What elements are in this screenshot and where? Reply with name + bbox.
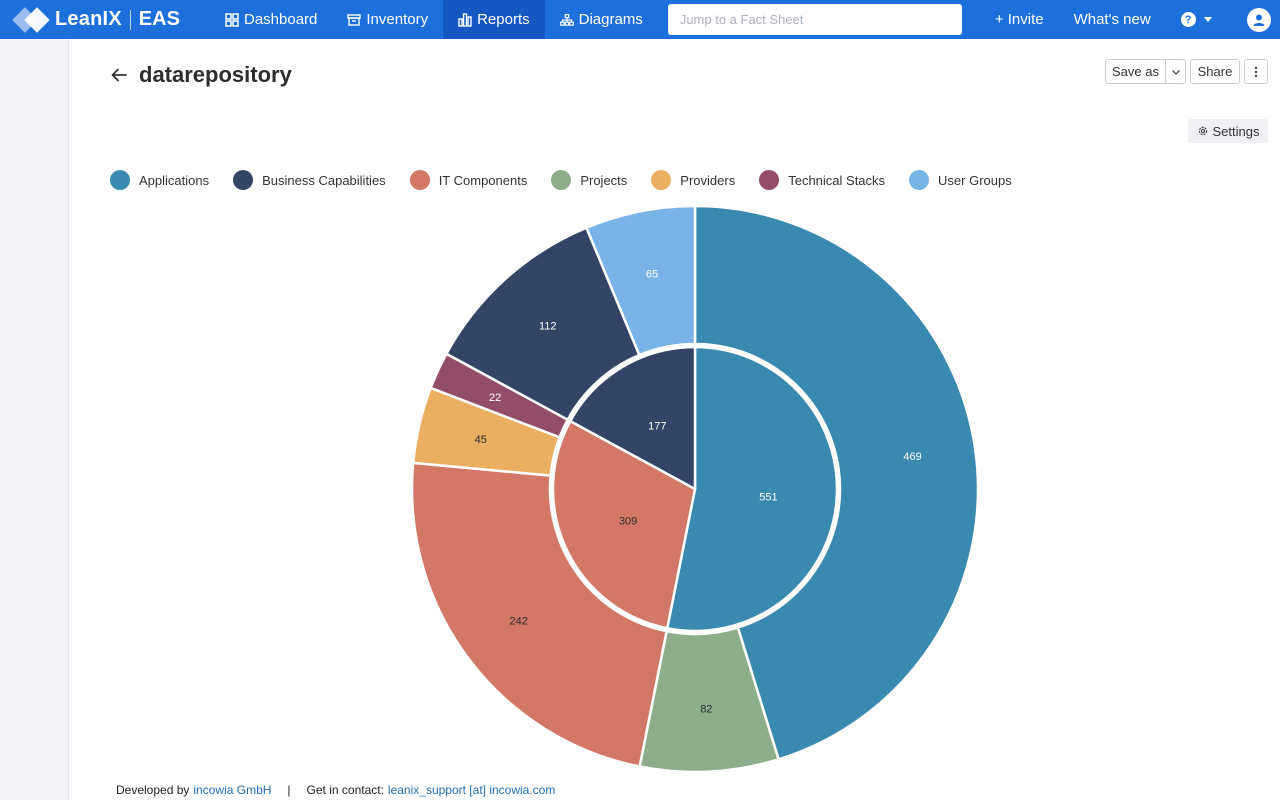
legend-label: User Groups <box>938 172 1012 188</box>
legend-label: Business Capabilities <box>262 172 386 188</box>
header-actions: + Invite What's new ? <box>980 0 1271 39</box>
user-icon <box>1253 14 1265 26</box>
nav-reports-label: Reports <box>477 11 530 28</box>
inner-slice-label: 551 <box>759 491 777 503</box>
outer-slice[interactable] <box>410 461 668 768</box>
nav-inventory-label: Inventory <box>366 11 429 28</box>
legend-label: Applications <box>139 172 210 188</box>
back-arrow-icon[interactable] <box>109 65 129 85</box>
legend-swatch <box>110 170 130 190</box>
left-sidebar <box>0 39 69 800</box>
sitemap-icon <box>559 13 574 26</box>
outer-slice-label: 45 <box>475 434 487 446</box>
fact-sheet-search[interactable] <box>667 4 962 35</box>
legend-item[interactable]: Technical Stacks <box>759 170 885 190</box>
search-input[interactable] <box>679 12 950 27</box>
help-icon: ? <box>1180 12 1196 27</box>
bar-chart-icon <box>458 12 472 27</box>
outer-slice-label: 82 <box>700 704 712 716</box>
sunburst-chart: 469 82 242 45 22 112 65 551 309 177 <box>410 204 980 774</box>
footer-contact-label: Get in contact: <box>306 783 384 797</box>
legend-label: IT Components <box>438 172 528 188</box>
save-as-dropdown[interactable] <box>1165 59 1186 84</box>
inner-slice[interactable] <box>665 345 839 633</box>
footer-separator: | <box>287 783 291 797</box>
page-title: datarepository <box>139 62 292 87</box>
settings-button[interactable]: Settings <box>1188 119 1268 143</box>
leanix-logo-icon <box>12 6 52 34</box>
legend-item[interactable]: Business Capabilities <box>233 170 386 190</box>
footer: Developed by incowia GmbH | Get in conta… <box>116 783 555 797</box>
outer-slice-label: 65 <box>646 268 658 280</box>
legend-label: Projects <box>580 172 628 188</box>
share-button[interactable]: Share <box>1190 59 1240 84</box>
footer-developed-by: Developed by <box>116 783 190 797</box>
legend-item[interactable]: Providers <box>651 170 735 190</box>
chevron-down-icon <box>1203 17 1212 22</box>
legend-label: Providers <box>680 172 736 188</box>
nav-diagrams-label: Diagrams <box>578 11 643 28</box>
outer-slice-label: 469 <box>903 451 921 463</box>
whats-new-link[interactable]: What's new <box>1073 11 1151 28</box>
settings-label: Settings <box>1212 123 1260 139</box>
main-nav: Dashboard Inventory Reports Diagrams <box>210 0 658 39</box>
chevron-down-icon <box>1171 69 1180 75</box>
legend-item[interactable]: User Groups <box>909 170 1012 190</box>
brand[interactable]: LeanIX EAS <box>0 0 210 39</box>
footer-company-link[interactable]: incowia GmbH <box>193 783 272 797</box>
outer-slice[interactable] <box>585 204 697 357</box>
legend-swatch <box>909 170 930 190</box>
outer-slice[interactable] <box>693 204 980 761</box>
footer-email-link[interactable]: leanix_support [at] incowia.com <box>387 783 556 797</box>
help-menu[interactable]: ? <box>1166 0 1227 39</box>
outer-slice-label: 112 <box>539 321 557 333</box>
brand-name: LeanIX <box>55 8 122 30</box>
save-as-button[interactable]: Save as <box>1105 59 1166 84</box>
more-options-button[interactable] <box>1244 59 1268 84</box>
report-main: datarepository Save as Share Settings Ap… <box>70 39 1280 800</box>
legend-swatch <box>651 170 672 190</box>
outer-slice-label: 22 <box>489 392 501 404</box>
nav-dashboard-label: Dashboard <box>244 11 318 28</box>
gear-icon <box>1198 126 1207 136</box>
legend-swatch <box>551 170 572 190</box>
chart-legend: Applications Business Capabilities IT Comp… <box>110 170 1036 190</box>
user-avatar[interactable] <box>1246 7 1271 32</box>
brand-divider <box>129 9 131 30</box>
brand-product: EAS <box>138 8 180 30</box>
legend-item[interactable]: Projects <box>551 170 627 190</box>
legend-label: Technical Stacks <box>788 172 886 188</box>
nav-reports[interactable]: Reports <box>443 0 545 39</box>
inner-slice[interactable] <box>551 419 697 630</box>
legend-swatch <box>409 170 430 190</box>
legend-item[interactable]: Applications <box>110 170 209 190</box>
outer-slice-label: 242 <box>509 616 527 628</box>
vertical-dots-icon <box>1254 66 1258 77</box>
inner-slice-label: 309 <box>619 515 637 527</box>
legend-swatch <box>759 170 780 190</box>
nav-dashboard[interactable]: Dashboard <box>210 0 332 39</box>
inventory-icon <box>347 13 362 26</box>
nav-inventory[interactable]: Inventory <box>332 0 443 39</box>
inner-slice-label: 177 <box>648 421 666 433</box>
top-navigation-bar: LeanIX EAS Dashboard Inventory Reports D… <box>0 0 1280 39</box>
legend-swatch <box>233 170 254 190</box>
inner-slice[interactable] <box>569 345 697 491</box>
invite-button[interactable]: + Invite <box>994 11 1044 28</box>
nav-diagrams[interactable]: Diagrams <box>545 0 658 39</box>
legend-item[interactable]: IT Components <box>409 170 528 190</box>
grid-icon <box>225 12 239 27</box>
